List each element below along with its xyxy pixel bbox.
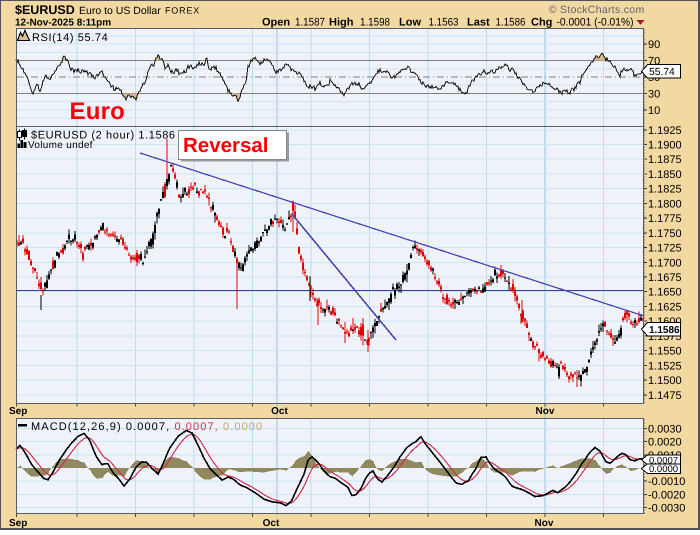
svg-text:Nov: Nov bbox=[535, 518, 554, 529]
svg-text:0.0007: 0.0007 bbox=[649, 455, 678, 466]
svg-text:1.1775: 1.1775 bbox=[648, 213, 682, 225]
svg-text:1.1675: 1.1675 bbox=[648, 272, 682, 284]
svg-text:1.1850: 1.1850 bbox=[648, 169, 682, 181]
svg-text:$EURUSD: $EURUSD bbox=[15, 3, 75, 17]
svg-text:1.1750: 1.1750 bbox=[648, 228, 682, 240]
svg-text:1.1700: 1.1700 bbox=[648, 257, 682, 269]
svg-text:1.1525: 1.1525 bbox=[648, 360, 682, 372]
svg-text:0.0020: 0.0020 bbox=[648, 437, 682, 449]
svg-text:Euro to US Dollar: Euro to US Dollar bbox=[79, 5, 161, 17]
svg-text:30: 30 bbox=[648, 88, 660, 100]
svg-text:Euro: Euro bbox=[70, 98, 125, 125]
svg-text:1.1625: 1.1625 bbox=[648, 301, 682, 313]
svg-text:FOREX: FOREX bbox=[165, 6, 200, 16]
svg-text:1.1900: 1.1900 bbox=[648, 140, 682, 152]
svg-text:Oct: Oct bbox=[271, 406, 288, 417]
svg-text:1.1825: 1.1825 bbox=[648, 184, 682, 196]
svg-text:55.74: 55.74 bbox=[649, 67, 675, 78]
svg-text:1.1875: 1.1875 bbox=[648, 154, 682, 166]
svg-text:MACD(12,26,9) 0.0007, 0.0007,: MACD(12,26,9) 0.0007, 0.0007, 0.0000 bbox=[31, 421, 263, 433]
svg-text:1.1550: 1.1550 bbox=[648, 346, 682, 358]
svg-text:10: 10 bbox=[648, 105, 660, 117]
svg-text:Nov: Nov bbox=[536, 406, 555, 417]
svg-text:1.1650: 1.1650 bbox=[648, 287, 682, 299]
svg-text:© StockCharts.com: © StockCharts.com bbox=[549, 4, 645, 16]
svg-text:Sep: Sep bbox=[9, 518, 27, 529]
svg-text:-0.0010: -0.0010 bbox=[648, 476, 685, 488]
svg-text:Sep: Sep bbox=[9, 406, 27, 417]
svg-text:90: 90 bbox=[648, 39, 660, 51]
svg-text:$EURUSD (2 hour) 1.1586: $EURUSD (2 hour) 1.1586 bbox=[31, 130, 176, 142]
svg-text:-0.0020: -0.0020 bbox=[648, 489, 685, 501]
svg-text:1.1475: 1.1475 bbox=[648, 390, 682, 402]
svg-text:1.1586: 1.1586 bbox=[649, 325, 680, 336]
svg-text:1.1725: 1.1725 bbox=[648, 243, 682, 255]
svg-text:RSI(14) 55.74: RSI(14) 55.74 bbox=[32, 32, 108, 44]
svg-text:0.0030: 0.0030 bbox=[648, 423, 682, 435]
svg-text:Reversal: Reversal bbox=[183, 134, 268, 157]
svg-text:1.1925: 1.1925 bbox=[648, 125, 682, 137]
svg-text:1.1800: 1.1800 bbox=[648, 198, 682, 210]
svg-text:12-Nov-2025 8:11pm: 12-Nov-2025 8:11pm bbox=[15, 18, 111, 29]
svg-text:-0.0030: -0.0030 bbox=[648, 503, 685, 515]
svg-text:0.0000: 0.0000 bbox=[649, 464, 678, 475]
svg-text:Oct: Oct bbox=[263, 518, 280, 529]
svg-text:Volume undef: Volume undef bbox=[28, 140, 93, 151]
svg-text:1.1500: 1.1500 bbox=[648, 375, 682, 387]
